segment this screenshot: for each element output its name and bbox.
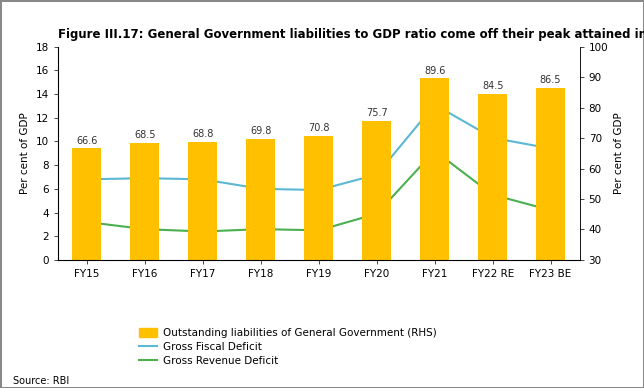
Text: 68.5: 68.5: [134, 130, 156, 140]
Text: 84.5: 84.5: [482, 81, 504, 92]
Bar: [536, 88, 565, 352]
Text: 89.6: 89.6: [424, 66, 446, 76]
Text: 4.2: 4.2: [543, 197, 558, 207]
Bar: [130, 143, 159, 352]
Text: 86.5: 86.5: [540, 75, 562, 85]
Text: 9.4: 9.4: [543, 135, 558, 146]
Bar: [72, 148, 102, 352]
Bar: [420, 78, 449, 352]
Bar: [246, 139, 276, 352]
Text: 66.6: 66.6: [76, 136, 98, 146]
Text: 7.2: 7.2: [369, 162, 384, 171]
Legend: Outstanding liabilities of General Government (RHS), Gross Fiscal Deficit, Gross: Outstanding liabilities of General Gover…: [135, 325, 439, 369]
Bar: [362, 121, 391, 352]
Bar: [478, 94, 507, 352]
Bar: [304, 135, 334, 352]
Text: 68.8: 68.8: [192, 129, 214, 139]
Y-axis label: Per cent of GDP: Per cent of GDP: [614, 113, 624, 194]
Text: 75.7: 75.7: [366, 108, 388, 118]
Text: 13.1: 13.1: [424, 92, 446, 102]
Text: 70.8: 70.8: [308, 123, 330, 133]
Text: 69.8: 69.8: [250, 126, 272, 136]
Text: Source: RBI: Source: RBI: [13, 376, 69, 386]
Text: Figure III.17: General Government liabilities to GDP ratio come off their peak a: Figure III.17: General Government liabil…: [58, 28, 644, 41]
Y-axis label: Per cent of GDP: Per cent of GDP: [20, 113, 30, 194]
Bar: [188, 142, 217, 352]
Text: 3.9: 3.9: [311, 217, 327, 227]
Text: 10.3: 10.3: [482, 125, 504, 135]
Text: 5.5: 5.5: [485, 182, 500, 192]
Text: 9.2: 9.2: [427, 138, 442, 148]
